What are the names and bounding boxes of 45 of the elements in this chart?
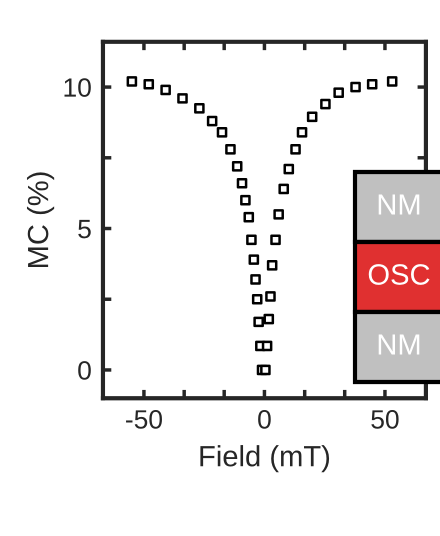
point [260, 364, 271, 376]
point [350, 82, 361, 92]
point [246, 234, 257, 246]
y-tick-label: 10 [64, 78, 91, 97]
x-tick-label: 0 [258, 410, 271, 429]
point [243, 212, 254, 222]
annotation: OSC [368, 264, 430, 285]
point [386, 76, 398, 87]
point [262, 340, 272, 352]
point [296, 127, 308, 138]
point [250, 274, 261, 285]
point [290, 144, 301, 155]
point [240, 194, 251, 206]
y-tick-label: 5 [78, 220, 91, 238]
y-tick-label: 0 [78, 361, 91, 380]
y-axis-title: MC (%) [26, 172, 54, 268]
point [263, 314, 274, 324]
point [283, 164, 294, 174]
point [248, 254, 260, 265]
point [216, 127, 228, 138]
x-tick-label: 50 [371, 410, 399, 429]
annotation: NM [378, 194, 420, 215]
point [253, 316, 264, 328]
point [126, 76, 138, 87]
point [306, 111, 318, 122]
point [266, 260, 278, 271]
point [366, 78, 378, 90]
point [232, 160, 243, 172]
point [252, 294, 263, 305]
x-axis-title: Field (mT) [200, 445, 330, 472]
point [236, 178, 248, 189]
point [194, 102, 205, 114]
annotation: NM [378, 334, 420, 355]
point [270, 234, 281, 246]
point [320, 98, 331, 110]
point [265, 291, 276, 302]
point [177, 93, 188, 104]
point [160, 84, 171, 96]
x-tick-label: -50 [126, 410, 162, 429]
point [273, 209, 284, 220]
point [143, 78, 154, 90]
point [206, 116, 218, 126]
point [278, 184, 290, 194]
point [225, 144, 236, 155]
point [333, 87, 344, 98]
